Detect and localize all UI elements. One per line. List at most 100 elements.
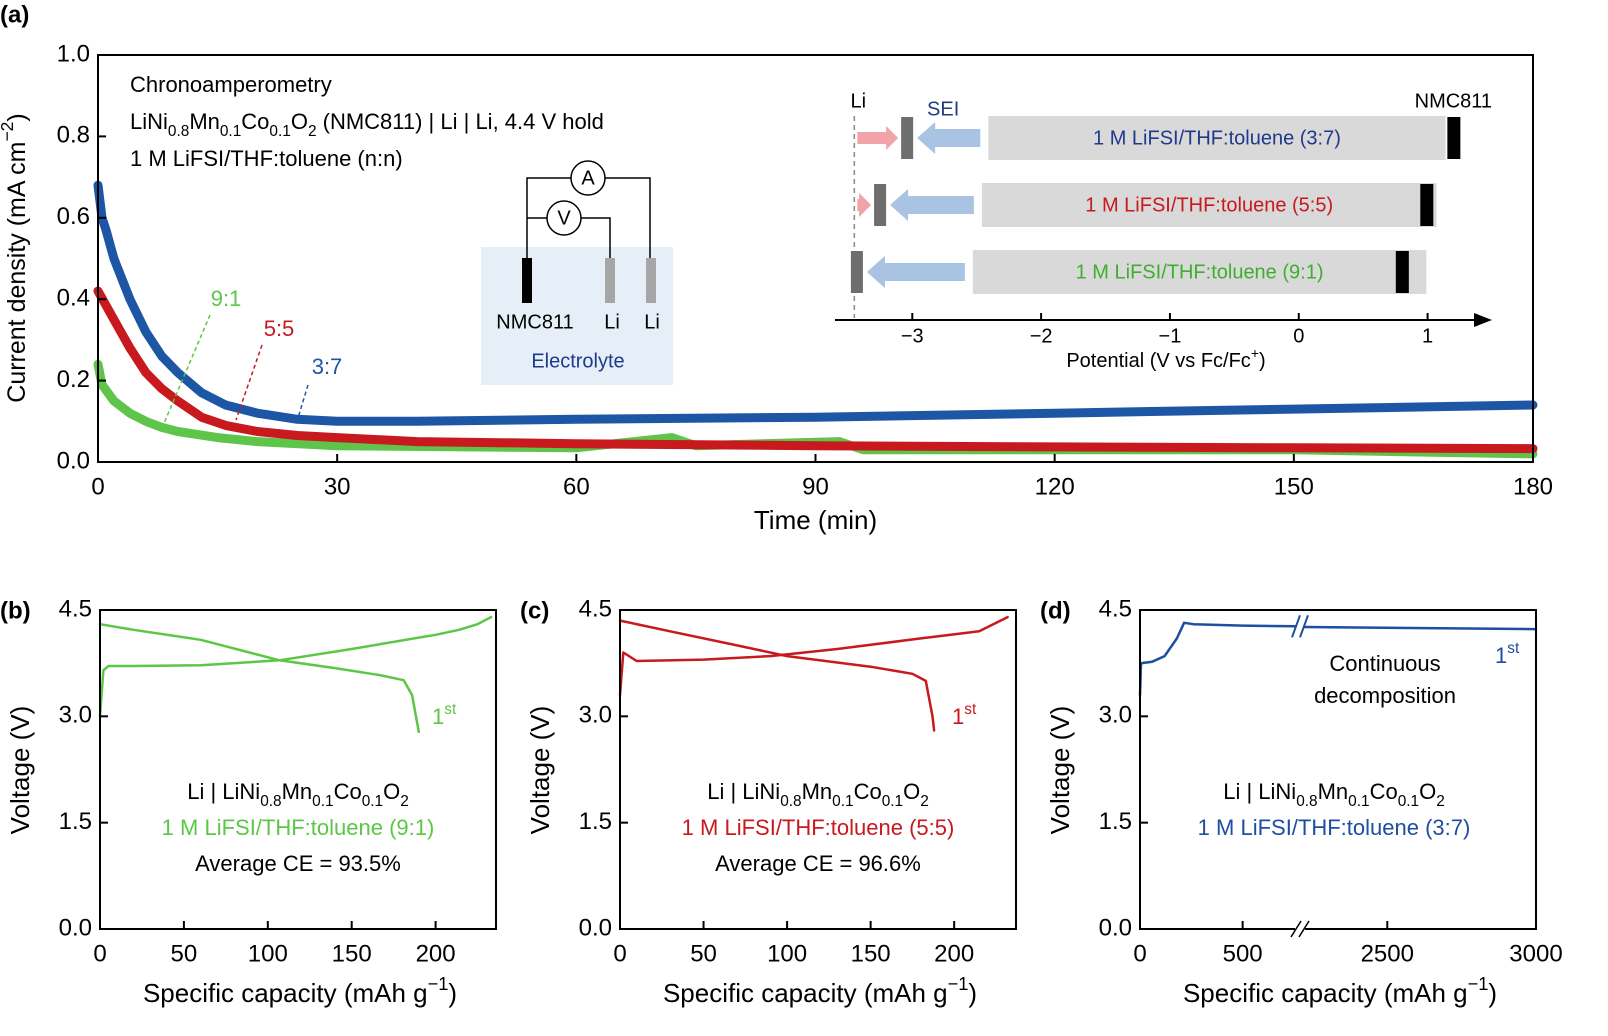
annotation-part: 2 [308, 123, 317, 140]
y-tick-label: 4.5 [59, 595, 92, 622]
annotation-part: 0.8 [780, 793, 801, 810]
annotation-part: 0.8 [1296, 793, 1317, 810]
data-line [93, 286, 1538, 454]
plot-frame [99, 609, 497, 930]
cycle-label: 1st [952, 701, 977, 729]
voltmeter-label: V [557, 207, 571, 229]
plot-frame [619, 609, 1017, 930]
annotation-part: Mn [282, 779, 313, 804]
y-tick-label: 0.8 [57, 122, 90, 149]
x-tick-label: 30 [324, 473, 351, 500]
x-tick-label: 90 [802, 473, 829, 500]
x-axis-label-part: ) [448, 978, 457, 1008]
y-tick-label: 3.0 [579, 702, 612, 729]
annotation-part: 0.1 [832, 793, 853, 810]
y-axis-label: Voltage (V) [5, 706, 35, 835]
sei-label: SEI [927, 98, 959, 120]
li-arrow [857, 126, 899, 150]
plot-frame [1139, 609, 1537, 930]
x-tick-label: 50 [690, 940, 717, 967]
x-axis-label-part: Potential (V vs Fc/Fc [1066, 350, 1251, 372]
li-label: Li [851, 90, 867, 112]
annotation-part: 0.1 [1398, 793, 1419, 810]
y-axis-label: Current density (mA cm−2) [0, 113, 31, 402]
annotation-part: 0.8 [168, 123, 189, 140]
x-tick-label: 0 [613, 940, 626, 967]
data-line [93, 180, 1538, 426]
annotation-part: 2 [400, 793, 409, 810]
y-tick-label: 3.0 [59, 702, 92, 729]
series-label: 3:7 [312, 354, 343, 379]
annotation-part: 0.1 [312, 793, 333, 810]
x-tick-label: −2 [1030, 325, 1053, 347]
y-tick-label: 4.5 [1099, 595, 1132, 622]
annotation-part: 1 M LiFSI/THF:toluene (9:1) [162, 815, 435, 840]
x-tick-label: 200 [934, 940, 974, 967]
y-tick-label: 1.5 [579, 808, 612, 835]
x-tick-label: 100 [248, 940, 288, 967]
leader-line [235, 344, 263, 421]
x-tick-label: −3 [901, 325, 924, 347]
cathode-marker [1447, 117, 1461, 159]
x-tick-label: 0 [1293, 325, 1304, 347]
x-tick-label: 500 [1223, 940, 1263, 967]
annotation-part: O [383, 779, 400, 804]
annotation-part: 1 M LiFSI/THF:toluene (3:7) [1198, 815, 1471, 840]
y-tick-label: 0.0 [1099, 914, 1132, 941]
reduction-arrow [917, 122, 981, 154]
x-axis-label-part: Specific capacity (mAh g [143, 978, 428, 1008]
annotation-part: 2 [1436, 793, 1445, 810]
x-tick-label: 150 [1274, 473, 1314, 500]
line-break-gap [1296, 614, 1304, 639]
y-axis-label-part: −2 [0, 122, 17, 142]
annotation-part: 1 M LiFSI/THF:toluene (5:5) [682, 815, 955, 840]
y-tick-label: 0.2 [57, 366, 90, 393]
note: decomposition [1314, 683, 1456, 708]
y-axis-label-part: Current density (mA cm [3, 142, 31, 403]
annotation-part: Co [1370, 779, 1398, 804]
annotation-part: 0.1 [882, 793, 903, 810]
ammeter-label: A [581, 167, 595, 189]
window-label: 1 M LiFSI/THF:toluene (9:1) [1076, 261, 1324, 283]
sei-marker [874, 184, 887, 226]
x-axis-label-part: ) [1259, 350, 1266, 372]
electrolyte-label: Electrolyte [531, 350, 624, 372]
annotation-part: Co [241, 109, 269, 134]
electrolyte-box [481, 247, 673, 385]
electrode [605, 258, 615, 303]
axis-break [1290, 920, 1302, 938]
y-tick-label: 1.5 [1099, 808, 1132, 835]
annotation-part: Average CE = 96.6% [715, 851, 921, 876]
x-tick-label: 3000 [1509, 940, 1562, 967]
x-axis-label: Specific capacity (mAh g−1) [1183, 974, 1497, 1008]
x-tick-label: 180 [1513, 473, 1553, 500]
axis-break [1298, 920, 1310, 938]
y-tick-label: 1.5 [59, 808, 92, 835]
x-axis-label-part: −1 [428, 974, 449, 994]
annotation-part: (NMC811) | Li | Li, 4.4 V hold [317, 109, 604, 134]
data-line [98, 615, 493, 718]
electrode-label: Li [644, 311, 660, 333]
data-line [98, 622, 421, 734]
leader-line [297, 384, 309, 419]
annotation-part: O [1419, 779, 1436, 804]
x-axis-label-part: + [1251, 345, 1259, 361]
x-axis-label: Time (min) [754, 505, 877, 535]
sei-marker [901, 117, 914, 159]
annotation-part: Li | LiNi [1223, 779, 1296, 804]
cycle-label-part: st [964, 701, 977, 718]
x-tick-label: 150 [851, 940, 891, 967]
x-tick-label: 100 [767, 940, 807, 967]
annotation-part: 2 [920, 793, 929, 810]
ammeter [570, 160, 606, 196]
series-label: 9:1 [211, 286, 242, 311]
cycle-label: 1st [432, 701, 457, 729]
annotation-part: O [291, 109, 308, 134]
reduction-arrow [890, 189, 974, 221]
annotation-part: Co [854, 779, 882, 804]
x-tick-label: 120 [1035, 473, 1075, 500]
annotation: 1 M LiFSI/THF:toluene (9:1) [162, 815, 435, 840]
cathode-marker [1420, 184, 1434, 226]
x-tick-label: 60 [563, 473, 590, 500]
